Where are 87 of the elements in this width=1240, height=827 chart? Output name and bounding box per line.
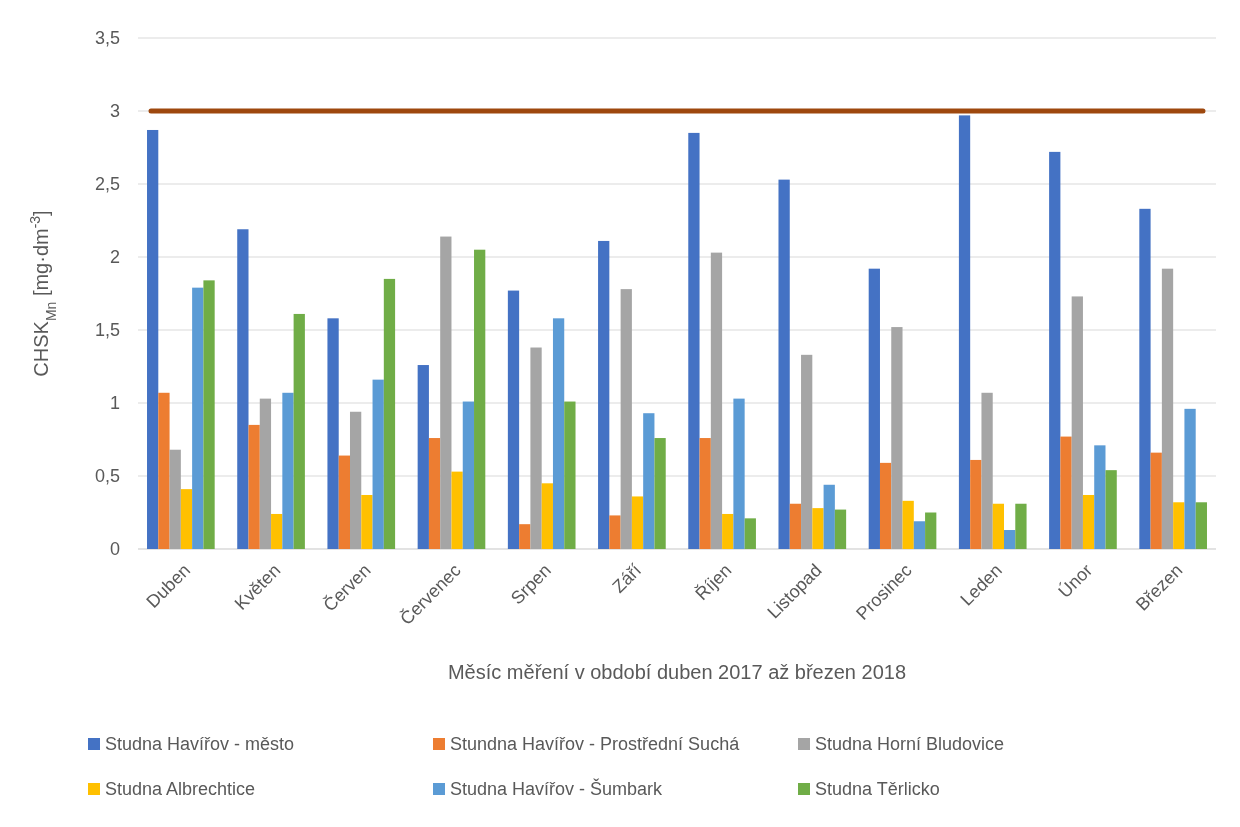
bar [474,249,486,549]
bar [834,509,847,549]
bar [722,513,734,549]
bar [259,398,272,549]
bar [598,240,610,549]
bar [981,392,993,549]
bar [1184,408,1196,549]
bar [609,515,621,549]
bar [440,236,452,549]
y-tick-label: 2,5 [94,174,120,195]
legend-label: Studna Havířov - město [105,734,295,755]
bar [237,229,249,549]
y-tick-label: 0,5 [94,466,120,487]
bar [428,438,441,549]
bar [158,392,170,549]
bar [564,401,576,549]
bar [1004,530,1016,549]
y-tick-label: 1 [109,393,120,414]
bar [507,290,520,549]
y-tick-label: 0 [109,539,120,560]
bar [812,508,824,549]
bar [169,449,181,549]
legend-label: Studna Těrlicko [815,779,940,800]
bar [733,398,745,549]
bar [992,503,1005,549]
bar [530,347,542,549]
bar [192,287,204,549]
bar [620,289,632,549]
bar [519,524,531,549]
x-axis-title: Měsíc měření v období duben 2017 až březen 2018 [447,661,907,683]
bar [778,179,790,549]
bar [271,513,283,549]
bar [383,278,396,549]
bar [1195,502,1207,549]
bar [958,115,971,549]
bar [293,313,305,549]
bar [1094,445,1106,549]
bar [203,280,215,549]
bar [361,494,373,549]
legend-label: Studna Horní Bludovice [815,734,1005,755]
bar [913,521,926,549]
bar [710,252,723,549]
bar [1173,502,1185,549]
bar [823,484,835,549]
bar [372,379,384,549]
bar [248,424,260,549]
bar [631,496,644,549]
y-tick-label: 3,5 [94,28,120,49]
y-tick-label: 3 [109,101,120,122]
bar [552,318,565,549]
bar [970,459,982,549]
bar [1161,268,1174,549]
bar [541,483,553,549]
bar [902,500,914,549]
bar [1049,151,1061,549]
bar [879,462,892,549]
bar [417,365,429,549]
bar [451,471,463,549]
bar [282,392,294,549]
bar [789,503,802,549]
bar [462,401,475,549]
bar [699,438,711,549]
bar [688,132,700,549]
bar [744,518,756,549]
bar [868,268,880,549]
bar [1105,470,1117,549]
y-tick-label: 1,5 [94,320,120,341]
legend-label: Studna Havířov - Šumbark [450,778,664,800]
bar [801,354,813,549]
bar [643,413,655,549]
y-tick-label: 2 [109,247,120,268]
bar [338,455,350,549]
legend-label: Studna Albrechtice [105,779,256,800]
bar [654,438,666,549]
bar [1060,436,1072,549]
bar [180,489,193,549]
bar [147,129,159,549]
legend-label: Stundna Havířov - Prostřední Suchá [450,734,741,755]
bar [1150,452,1162,549]
bar [1139,208,1151,549]
bar [1082,494,1095,549]
bar [349,411,362,549]
bar [925,512,937,549]
bar [1015,503,1027,549]
bar [327,318,339,549]
bar [891,327,903,549]
bar [1071,296,1083,549]
